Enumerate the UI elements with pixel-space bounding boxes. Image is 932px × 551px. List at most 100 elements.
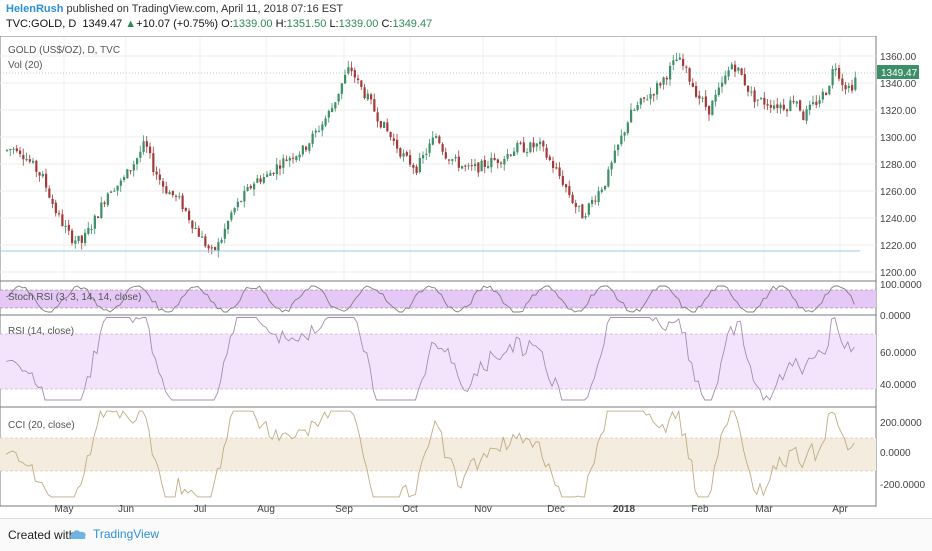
candle-body — [90, 229, 93, 231]
candle-body — [61, 214, 64, 226]
candle-body — [324, 118, 327, 126]
candle-body — [184, 207, 187, 211]
candle-body — [769, 104, 772, 108]
candle-body — [71, 230, 74, 243]
tradingview-brand[interactable]: TradingView — [93, 527, 160, 541]
tradingview-logo[interactable]: TradingView — [68, 527, 159, 541]
low-label: L: — [329, 18, 339, 30]
candle-body — [129, 170, 132, 172]
candle-body — [415, 166, 418, 174]
candle-body — [9, 149, 12, 151]
candle-body — [568, 186, 571, 196]
candle-body — [301, 145, 304, 155]
candle-body — [776, 104, 779, 109]
candle-body — [210, 247, 213, 249]
candle-body — [548, 156, 551, 161]
change-value: +10.07 (+0.75%) — [136, 18, 219, 30]
candle-body — [38, 172, 41, 176]
candle-body — [539, 141, 542, 145]
candle-body — [737, 67, 740, 71]
candle-body — [841, 78, 844, 86]
candle-body — [435, 136, 438, 138]
candle-body — [727, 70, 730, 77]
candle-body — [831, 69, 834, 86]
candle-body — [314, 130, 317, 133]
candle-body — [496, 159, 499, 163]
author-name[interactable]: HelenRush — [6, 3, 64, 15]
candle-body — [220, 239, 223, 243]
candle-body — [376, 112, 379, 122]
candle-body — [587, 203, 590, 215]
month-label: May — [55, 504, 74, 514]
candle-body — [470, 165, 473, 167]
candle-body — [519, 142, 522, 144]
candle-body — [272, 172, 275, 174]
candle-body — [441, 144, 444, 152]
candle-body — [288, 158, 291, 161]
candle-body — [708, 105, 711, 115]
candle-body — [97, 216, 100, 219]
candle-body — [604, 185, 607, 190]
month-label: 2018 — [613, 504, 636, 514]
stoch-line — [5, 285, 855, 313]
candle-body — [545, 147, 548, 158]
stoch-pane-title: Stoch RSI (3, 3, 14, 14, close) — [8, 292, 141, 303]
candle-body — [181, 195, 184, 210]
candle-body — [457, 156, 460, 168]
candle-body — [373, 99, 376, 112]
candle-body — [58, 213, 61, 215]
candle-body — [19, 150, 22, 155]
candle-body — [48, 188, 51, 198]
candle-body — [6, 149, 9, 151]
cci-tick-0: 0.0000 — [880, 448, 911, 459]
candle-body — [308, 143, 311, 151]
candle-body — [344, 74, 347, 84]
candle-body — [22, 154, 25, 160]
candle-body — [347, 67, 350, 74]
candle-body — [487, 166, 490, 169]
candle-body — [370, 94, 373, 100]
candle-body — [269, 173, 272, 176]
price-tick-label: 1260.00 — [880, 187, 917, 198]
candle-body — [396, 139, 399, 149]
candle-body — [249, 185, 252, 189]
candle-body — [240, 201, 243, 203]
price-tick-label: 1220.00 — [880, 241, 917, 252]
candle-body — [366, 93, 369, 100]
candle-body — [334, 102, 337, 109]
candle-body — [789, 100, 792, 111]
candle-body — [659, 83, 662, 86]
low-value: 1339.00 — [338, 18, 379, 30]
candle-body — [558, 167, 561, 177]
candle-body — [818, 100, 821, 104]
candle-body — [756, 99, 759, 101]
candle-body — [594, 200, 597, 202]
candle-body — [704, 96, 707, 107]
candle-body — [45, 173, 48, 188]
candle-body — [298, 154, 301, 158]
candle-body — [630, 109, 633, 123]
candle-body — [35, 160, 38, 172]
candle-body — [555, 167, 558, 169]
candle-body — [93, 215, 96, 229]
chart-header: HelenRush published on TradingView.com, … — [0, 0, 932, 34]
price-tick-label: 1320.00 — [880, 106, 917, 117]
candle-body — [12, 148, 15, 150]
candle-body — [197, 228, 200, 237]
open-value: 1339.00 — [232, 18, 273, 30]
candle-body — [230, 212, 233, 220]
month-label: Sep — [335, 504, 353, 514]
rsi-tick-60: 60.0000 — [880, 348, 917, 359]
last-price-badge-text: 1349.47 — [881, 68, 918, 79]
candle-body — [724, 75, 727, 84]
ohlc-line: TVC:GOLD, D 1349.47 ▲+10.07 (+0.75%) O:1… — [6, 18, 432, 30]
chart-area[interactable]: GOLD (US$/OZ), D, TVC Vol (20) 1200.00 12… — [0, 35, 932, 515]
candle-body — [734, 64, 737, 72]
candle-body — [100, 202, 103, 218]
stoch-band — [0, 290, 876, 308]
candle-body — [409, 155, 412, 165]
candle-body — [132, 164, 135, 171]
chart-svg[interactable]: GOLD (US$/OZ), D, TVC Vol (20) 1200.0012… — [0, 35, 932, 515]
candle-body — [256, 178, 259, 183]
candle-body — [474, 163, 477, 167]
